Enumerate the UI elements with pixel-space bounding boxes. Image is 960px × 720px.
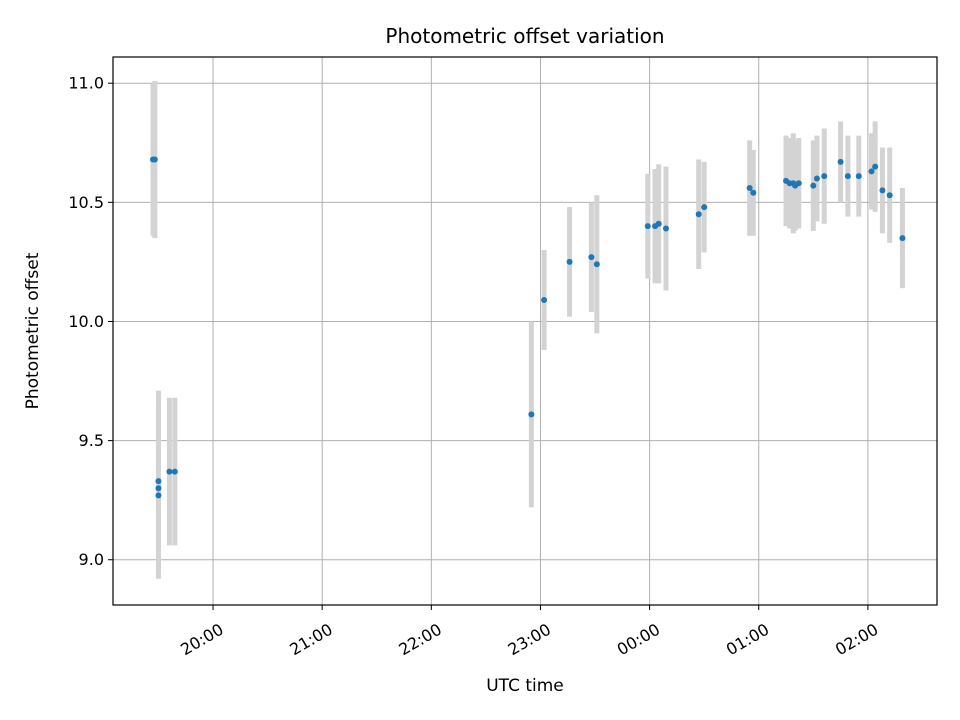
y-tick-label: 9.0: [79, 550, 104, 569]
data-point: [155, 478, 162, 485]
data-point: [886, 192, 893, 199]
data-point: [813, 175, 820, 182]
data-point: [750, 189, 757, 196]
data-point: [872, 163, 879, 170]
data-point: [593, 261, 600, 268]
grid: [113, 57, 937, 605]
data-point: [837, 158, 844, 165]
data-point: [844, 173, 851, 180]
y-axis-label: Photometric offset: [23, 252, 43, 409]
data-point: [795, 180, 802, 187]
data-point: [695, 211, 702, 218]
y-tick-label: 10.5: [68, 193, 104, 212]
data-point: [155, 492, 162, 499]
chart-title: Photometric offset variation: [385, 24, 664, 48]
data-point: [566, 258, 573, 265]
data-point: [171, 468, 178, 475]
data-points: [150, 156, 906, 499]
data-point: [899, 235, 906, 242]
plot-frame: [112, 56, 938, 606]
data-point: [855, 173, 862, 180]
data-point: [655, 220, 662, 227]
data-point: [879, 187, 886, 194]
data-point: [151, 156, 158, 163]
x-axis-label: UTC time: [486, 676, 564, 696]
data-point: [810, 182, 817, 189]
y-axis: 9.0 9.5 10.0 10.5 11.0: [68, 74, 113, 569]
data-point: [166, 468, 173, 475]
data-point: [528, 411, 535, 418]
data-point: [644, 223, 651, 230]
data-point: [541, 297, 548, 304]
data-point: [868, 168, 875, 175]
y-tick-label: 9.5: [79, 431, 104, 450]
data-point: [746, 185, 753, 192]
data-point: [588, 254, 595, 261]
data-point: [155, 485, 162, 492]
data-point: [662, 225, 669, 232]
y-tick-label: 11.0: [68, 74, 104, 93]
data-point: [821, 173, 828, 180]
y-tick-label: 10.0: [68, 312, 104, 331]
data-point: [701, 204, 708, 211]
